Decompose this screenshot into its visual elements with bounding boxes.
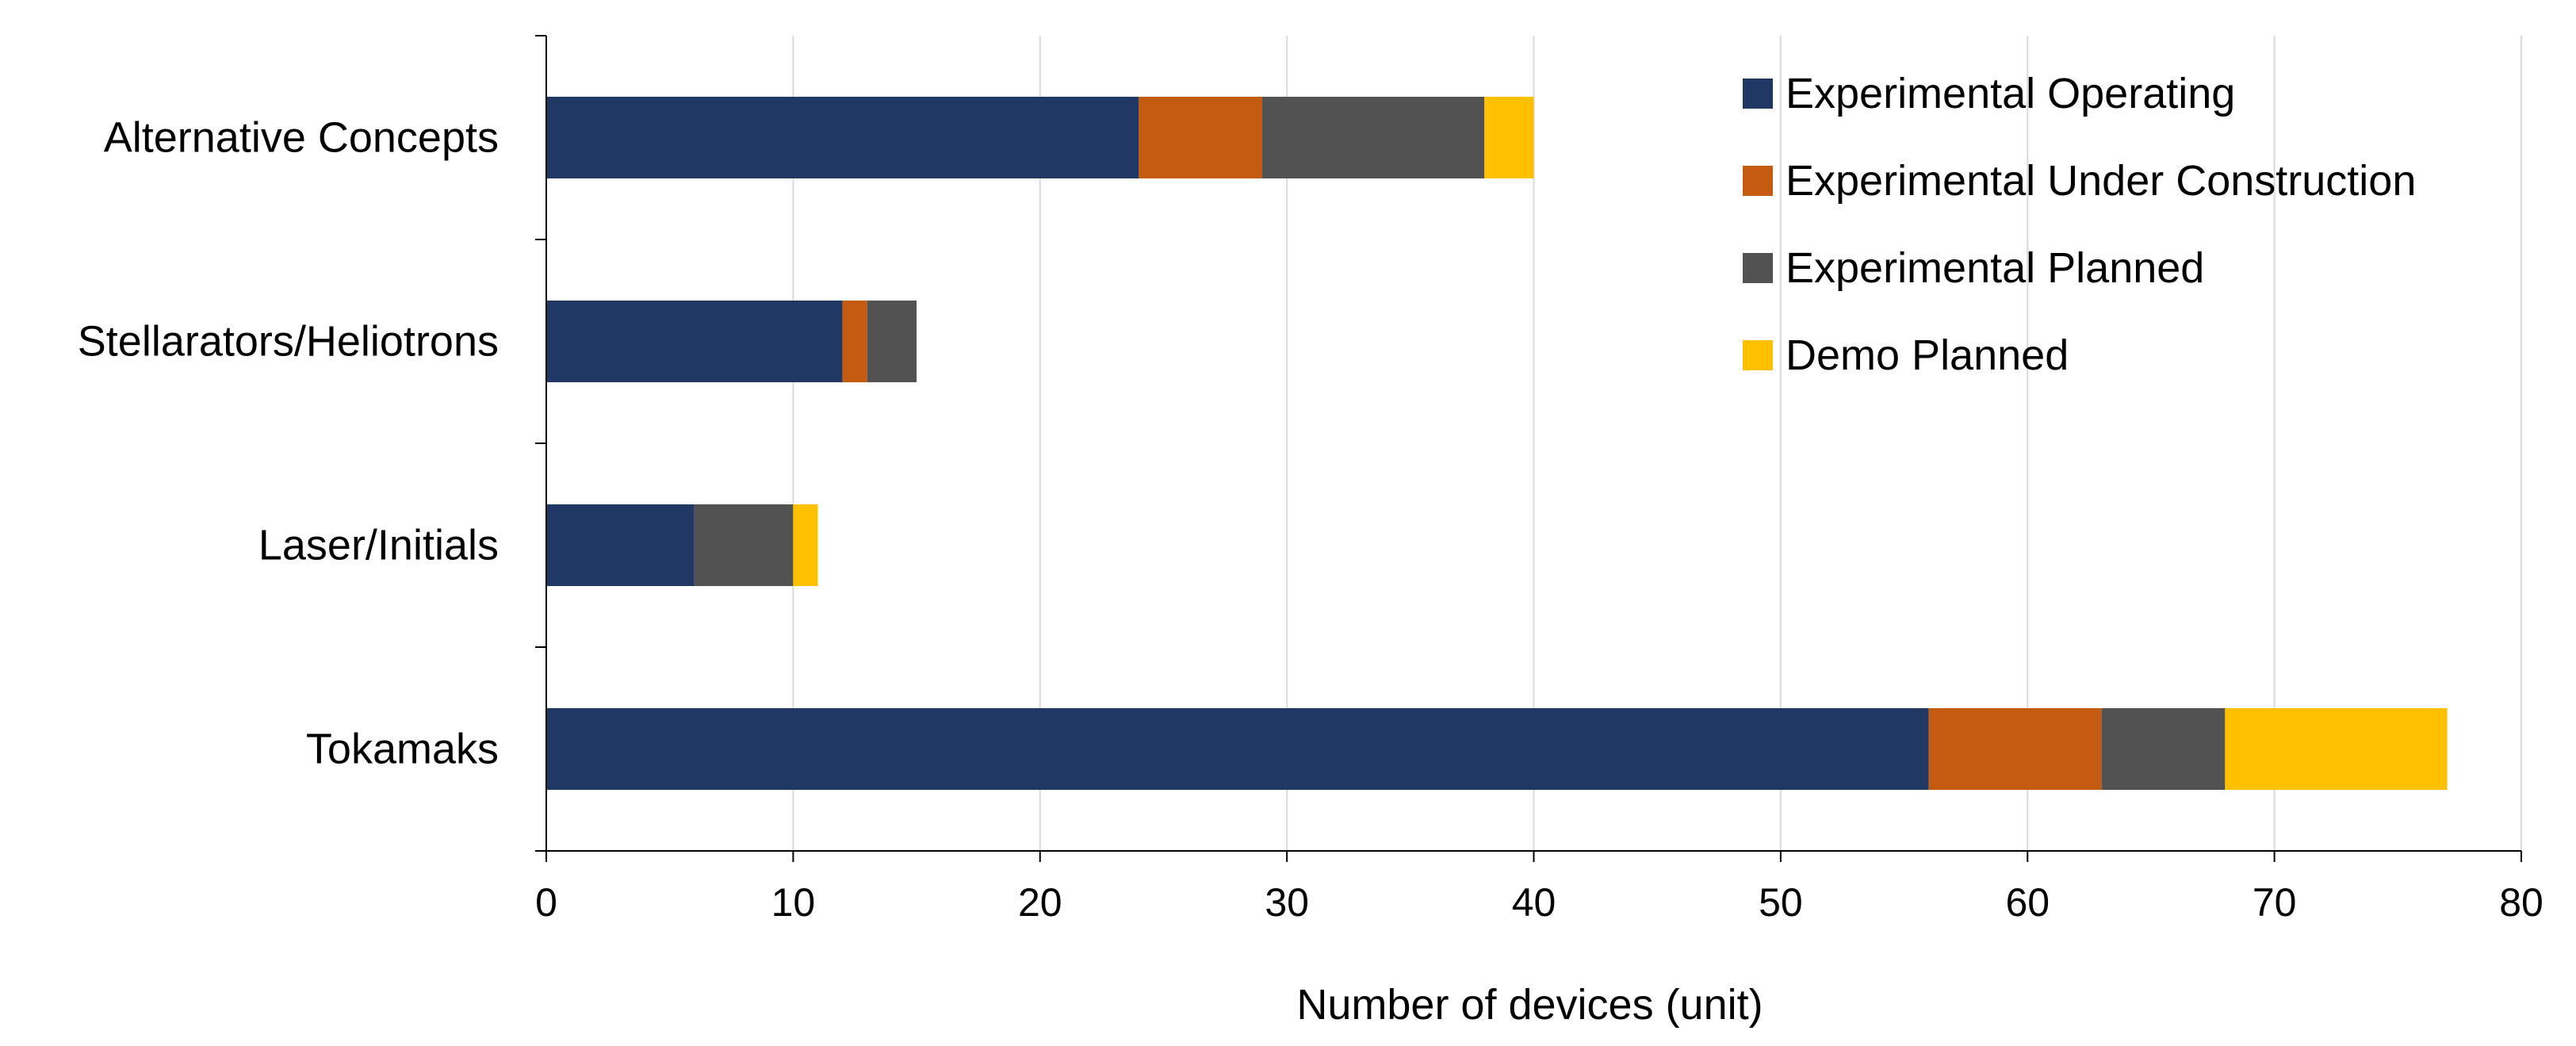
- x-tick-label-10: 10: [771, 880, 816, 925]
- legend-label-demo-planned: Demo Planned: [1786, 331, 2069, 379]
- bar-laser-initials-experimental-operating: [546, 504, 695, 586]
- bar-alternative-concepts-experimental-under-construction: [1139, 97, 1262, 178]
- bar-tokamaks-experimental-planned: [2101, 708, 2226, 790]
- x-tick-label-70: 70: [2253, 880, 2297, 925]
- category-label-stellarators-heliotrons: Stellarators/Heliotrons: [78, 318, 499, 366]
- bar-tokamaks-demo-planned: [2225, 708, 2448, 790]
- bar-laser-initials-experimental-planned: [694, 504, 794, 586]
- legend-label-experimental-under-construction: Experimental Under Construction: [1786, 157, 2416, 205]
- category-label-tokamaks: Tokamaks: [306, 726, 499, 773]
- x-tick-label-40: 40: [1512, 880, 1556, 925]
- x-tick-label-50: 50: [1759, 880, 1803, 925]
- x-tick-label-30: 30: [1265, 880, 1309, 925]
- bar-alternative-concepts-experimental-operating: [546, 97, 1139, 178]
- bar-alternative-concepts-demo-planned: [1484, 97, 1534, 178]
- bar-alternative-concepts-experimental-planned: [1261, 97, 1485, 178]
- legend-label-experimental-planned: Experimental Planned: [1786, 244, 2204, 292]
- bar-laser-initials-demo-planned: [793, 504, 818, 586]
- legend-label-experimental-operating: Experimental Operating: [1786, 70, 2235, 117]
- x-tick-label-60: 60: [2005, 880, 2050, 925]
- legend-swatch-experimental-planned: [1743, 253, 1773, 283]
- labels: Alternative Concepts Stellarators/Heliotr…: [78, 114, 2543, 925]
- x-tick-label-0: 0: [535, 880, 557, 925]
- legend-swatch-demo-planned: [1743, 340, 1773, 370]
- bar-stellarators-heliotrons-experimental-planned: [867, 301, 917, 382]
- bar-stellarators-heliotrons-experimental-operating: [546, 301, 843, 382]
- x-tick-label-20: 20: [1018, 880, 1062, 925]
- category-label-laser-initials: Laser/Initials: [258, 522, 499, 569]
- category-label-alternative-concepts: Alternative Concepts: [104, 114, 499, 162]
- bar-tokamaks-experimental-operating: [546, 708, 1929, 790]
- legend-swatch-experimental-operating: [1743, 79, 1773, 109]
- x-tick-label-80: 80: [2499, 880, 2543, 925]
- legend: Experimental Operating Experimental Under…: [1743, 70, 2416, 379]
- bar-stellarators-heliotrons-experimental-under-construction: [842, 301, 867, 382]
- axes: [535, 35, 2522, 862]
- bars: [546, 97, 2448, 790]
- x-axis-title: Number of devices (unit): [1296, 981, 1763, 1029]
- legend-swatch-experimental-under-construction: [1743, 166, 1773, 196]
- bar-tokamaks-experimental-under-construction: [1928, 708, 2102, 790]
